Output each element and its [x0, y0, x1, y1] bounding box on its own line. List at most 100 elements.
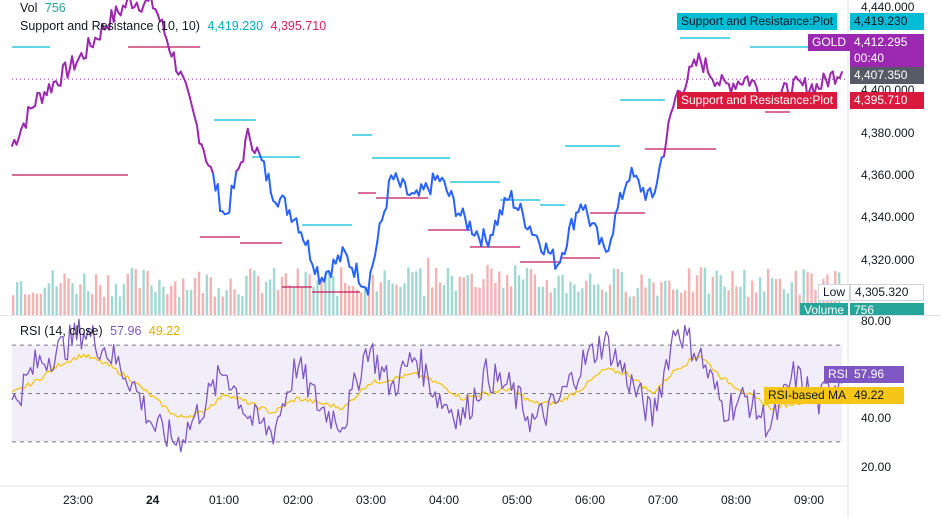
- volume-bar: [411, 272, 414, 315]
- price-line-value: 4,407.350: [854, 68, 908, 82]
- price-line-segment: [115, 5, 120, 14]
- volume-bar: [367, 286, 371, 315]
- price-line-segment: [330, 258, 335, 278]
- volume-bar: [197, 271, 201, 315]
- price-line-segment: [424, 182, 430, 190]
- volume-bar: [189, 289, 193, 315]
- volume-bar: [106, 275, 110, 315]
- price-line-segment: [112, 5, 117, 23]
- price-line-segment: [156, 13, 161, 23]
- price-line-segment: [475, 230, 480, 239]
- volume-bar: [134, 269, 137, 315]
- price-line-segment: [753, 80, 758, 88]
- volume-label-tag: Volume: [800, 303, 849, 315]
- price-line-segment: [140, 3, 145, 13]
- volume-bar: [130, 268, 133, 315]
- volume-bar: [35, 293, 39, 315]
- resistance-value: 4,419.230: [854, 14, 908, 28]
- price-line-segment: [71, 55, 76, 71]
- price-line-segment: [450, 190, 455, 200]
- price-line-segment: [586, 214, 591, 227]
- volume-bar: [142, 269, 145, 315]
- volume-bar: [379, 282, 382, 315]
- volume-bar: [166, 294, 169, 315]
- volume-legend-value: 756: [44, 1, 66, 15]
- volume-bar: [668, 280, 671, 315]
- price-line-segment: [565, 226, 571, 247]
- volume-bar: [597, 284, 600, 315]
- volume-bar: [687, 268, 691, 315]
- price-line-segment: [288, 209, 293, 223]
- volume-bar: [158, 279, 161, 315]
- price-line-segment: [607, 239, 612, 252]
- volume-bar: [59, 283, 62, 315]
- volume-bar: [695, 275, 699, 315]
- volume-bar: [533, 274, 537, 315]
- volume-bar: [375, 291, 378, 315]
- volume-bar: [545, 279, 548, 315]
- price-line-segment: [734, 80, 739, 90]
- time-tick: 02:00: [283, 493, 314, 507]
- price-line-segment: [283, 196, 289, 216]
- volume-bar: [221, 296, 224, 315]
- price-line-segment: [41, 91, 46, 104]
- pane-separator[interactable]: [0, 315, 941, 316]
- price-line-segment: [124, 0, 129, 9]
- volume-bar: [383, 270, 386, 315]
- volume-bar: [510, 286, 513, 315]
- volume-bar: [636, 288, 639, 315]
- price-line-segment: [669, 106, 675, 115]
- volume-bar: [466, 275, 469, 315]
- volume-bar: [739, 287, 742, 315]
- price-line-segment: [135, 1, 141, 12]
- resistance-plot-tag: Support and Resistance:Plot: [677, 13, 838, 30]
- volume-legend: Vol 756: [20, 1, 70, 15]
- volume-bar: [569, 281, 572, 315]
- volume-bar: [241, 296, 244, 315]
- volume-bar: [612, 268, 616, 315]
- volume-bar: [296, 268, 299, 315]
- price-line-segment: [683, 80, 689, 91]
- price-line-segment: [276, 197, 282, 208]
- volume-bar: [99, 285, 102, 315]
- rsi-tag: RSI: [824, 366, 853, 383]
- volume-bar: [43, 287, 46, 315]
- volume-bar: [778, 278, 782, 315]
- volume-bar: [763, 291, 766, 315]
- price-line-segment: [193, 115, 198, 127]
- price-line-segment: [649, 187, 654, 199]
- price-line-segment: [394, 172, 400, 182]
- price-line-segment: [129, 0, 134, 10]
- rsi-legend-label: RSI (14, close): [20, 324, 103, 338]
- volume-bar: [766, 268, 770, 315]
- volume-bar: [272, 268, 276, 315]
- volume-bar: [371, 274, 375, 315]
- price-line-segment: [496, 209, 501, 226]
- volume-bar: [802, 269, 805, 315]
- volume-bar: [201, 293, 205, 315]
- price-line-segment: [73, 61, 78, 71]
- rsi-ma-value-tag: 49.22: [850, 387, 904, 404]
- price-line-segment: [202, 150, 208, 163]
- time-tick: 24: [146, 493, 160, 507]
- volume-bar: [328, 271, 331, 315]
- volume-bar: [589, 273, 592, 315]
- volume-bar: [288, 285, 292, 315]
- price-line-segment: [665, 120, 670, 142]
- price-line-segment: [163, 32, 168, 41]
- volume-bar: [549, 292, 552, 315]
- price-line-segment: [417, 183, 423, 197]
- price-line-segment: [165, 39, 171, 51]
- volume-bar: [470, 273, 473, 315]
- price-line-segment: [674, 89, 679, 99]
- volume-bar: [213, 296, 216, 315]
- volume-bar: [751, 280, 754, 315]
- volume-bar: [632, 296, 635, 315]
- volume-bar: [624, 291, 627, 315]
- volume-bar: [182, 278, 185, 315]
- volume-bar: [233, 289, 236, 315]
- volume-bar: [806, 272, 809, 315]
- price-line-segment: [232, 170, 238, 190]
- volume-bar: [525, 268, 529, 315]
